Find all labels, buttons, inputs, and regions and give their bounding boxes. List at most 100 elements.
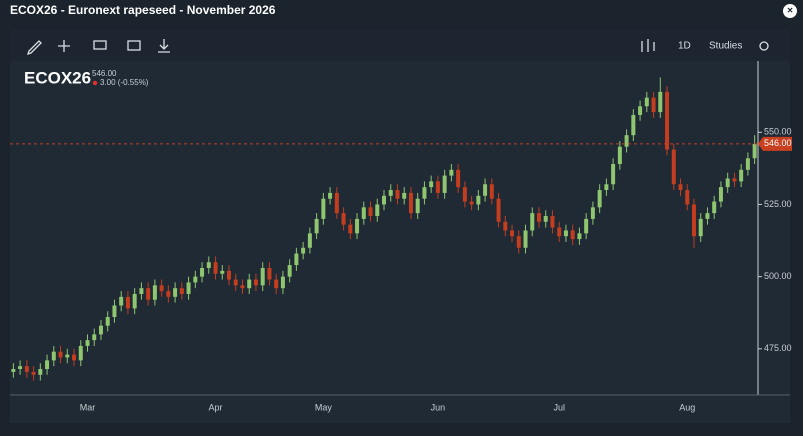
candle-body [220, 270, 225, 274]
candle-body [375, 204, 380, 217]
candle-body [85, 340, 90, 346]
candle-body [267, 267, 272, 280]
candle-body [382, 195, 386, 205]
change-dot [92, 80, 98, 86]
candle-body [590, 207, 595, 219]
candle-body [388, 190, 393, 196]
candle-body [139, 288, 144, 294]
window-title: ECOX26 - Euronext rapeseed - November 20… [10, 3, 276, 17]
symbol: ECOX26 [24, 68, 91, 87]
candle-body [557, 227, 562, 237]
candle-body [489, 184, 494, 199]
chart-panel [10, 30, 790, 423]
settings-icon[interactable] [759, 41, 769, 51]
candle-body [550, 216, 555, 228]
change: 3.00 (-0.55%) [100, 78, 149, 87]
candle-body [638, 106, 643, 115]
candle-body [402, 192, 407, 199]
crosshair-icon[interactable] [58, 40, 70, 52]
y-tick-label: 550.00 [764, 127, 792, 137]
candle-body [456, 169, 461, 188]
candle-body [105, 317, 110, 326]
candle-body [658, 91, 663, 113]
candle-body [577, 233, 582, 240]
candle-body [301, 247, 306, 254]
candle-body [476, 195, 481, 205]
candle-body [368, 207, 373, 217]
candle-body [166, 291, 171, 297]
candle-body [159, 285, 164, 292]
candle-body [422, 187, 427, 199]
candle-body [334, 192, 339, 214]
candle-body [665, 91, 670, 150]
candle-body [348, 224, 353, 234]
candle-body [752, 143, 757, 159]
candle-body [624, 135, 629, 147]
candle-body [718, 187, 723, 202]
candle-body [530, 213, 535, 231]
candle-body [442, 175, 447, 193]
candle-body [45, 360, 50, 370]
x-tick-label: Aug [679, 402, 695, 412]
candle-body [132, 293, 137, 309]
candle-body [563, 230, 568, 237]
candle-body [294, 253, 299, 266]
candle-body [604, 184, 609, 191]
candle-body [78, 345, 83, 361]
download-icon[interactable] [158, 39, 170, 53]
candle-body [725, 178, 730, 188]
close-button[interactable] [783, 4, 797, 18]
close-icon[interactable]: × [787, 6, 793, 17]
candle-body [314, 218, 319, 234]
candle-body [186, 282, 191, 294]
x-tick-label: Apr [209, 402, 223, 412]
candle-body [206, 262, 211, 268]
candle-body [253, 279, 258, 286]
layout-icon[interactable] [127, 40, 141, 51]
candle-body [98, 325, 103, 335]
candle-body [483, 184, 488, 196]
studies-button[interactable]: Studies [709, 41, 742, 52]
candle-type-icon[interactable] [641, 39, 655, 52]
candle-body [179, 288, 184, 294]
candle-body [119, 296, 124, 306]
candle-body [523, 230, 528, 248]
candle-body [65, 354, 70, 358]
candle-body [705, 213, 710, 219]
interval-button[interactable]: 1D [678, 41, 691, 52]
candle-body [611, 164, 616, 185]
last-price-tag [758, 136, 792, 151]
candle-body [510, 230, 515, 237]
candle-body [146, 288, 151, 300]
toolbar [10, 30, 790, 61]
candle-body [536, 213, 541, 222]
candle-body [496, 198, 501, 222]
candle-body [51, 351, 56, 361]
candle-body [361, 207, 366, 219]
candle-body [260, 267, 265, 286]
candle-body [307, 233, 312, 248]
candle-body [38, 369, 43, 375]
candle-body [516, 236, 521, 248]
candle-body [597, 190, 602, 208]
candle-body [651, 97, 656, 113]
plot: 475.00 500.00 525.00 550.00 Mar Apr May Jun Jul A… [10, 77, 792, 412]
price: 546.00 [92, 69, 117, 78]
candle-body [11, 369, 16, 372]
comment-icon[interactable] [93, 40, 107, 50]
candle-body [72, 354, 77, 361]
candle-body [429, 181, 434, 188]
candle-body [112, 305, 117, 318]
candle-body [31, 371, 36, 375]
pencil-icon[interactable] [26, 40, 42, 56]
x-tick-label: Jun [431, 402, 446, 412]
candle-body [58, 351, 63, 358]
toolbar-icons [26, 39, 769, 56]
candle-body [92, 334, 97, 341]
candle-body [395, 190, 400, 199]
candle-body [671, 149, 676, 185]
candle-body [355, 218, 360, 234]
candle-body [152, 285, 157, 300]
candle-body [408, 192, 413, 214]
